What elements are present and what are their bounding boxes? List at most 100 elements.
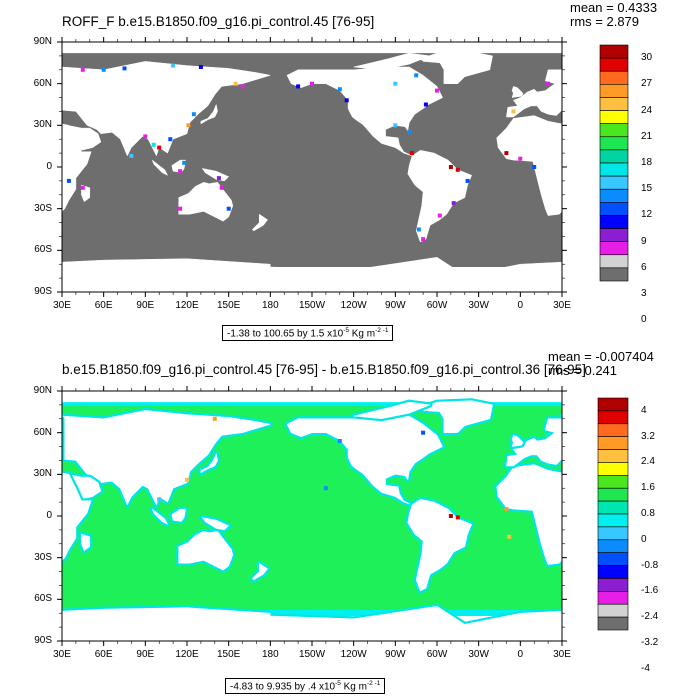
colorbar-swatch bbox=[599, 149, 629, 164]
lon-tick-label: 30E bbox=[553, 649, 571, 660]
runoff-cell bbox=[511, 109, 516, 114]
runoff-cell bbox=[310, 81, 314, 86]
lat-tick-label: 60S bbox=[34, 593, 52, 605]
colorbar-tick-label: 2.4 bbox=[641, 456, 655, 468]
colorbar-swatch bbox=[597, 462, 629, 476]
lon-tick-label: 90E bbox=[136, 649, 155, 660]
diff-cell bbox=[337, 439, 342, 443]
panel1-stats: mean = 0.4333 rms = 2.879 bbox=[570, 1, 657, 29]
lat-tick-label: 30S bbox=[34, 551, 52, 563]
lat-tick-label: 90S bbox=[34, 635, 52, 646]
land-shape bbox=[62, 607, 271, 641]
runoff-cell bbox=[437, 213, 442, 218]
panel1-mean: mean = 0.4333 bbox=[570, 0, 658, 15]
colorbar-tick-label: 6 bbox=[641, 261, 647, 273]
lon-tick-label: 120W bbox=[340, 649, 367, 660]
colorbar-tick-label: 0.8 bbox=[641, 508, 655, 519]
colorbar-tick-label: -1.6 bbox=[641, 585, 659, 597]
land-australia bbox=[178, 182, 234, 222]
runoff-cell bbox=[80, 67, 85, 72]
land-shape bbox=[81, 533, 91, 552]
colorbar-swatch bbox=[597, 436, 629, 450]
colorbar-swatch bbox=[599, 254, 629, 269]
land-shape bbox=[568, 125, 601, 150]
runoff-cell bbox=[186, 123, 191, 128]
land-madagascar bbox=[78, 531, 93, 554]
runoff-cell bbox=[240, 84, 245, 89]
land-northamerica bbox=[286, 66, 443, 157]
land-nz bbox=[251, 213, 268, 232]
lat-tick-label: 30N bbox=[33, 468, 52, 480]
diff-cell bbox=[455, 515, 460, 520]
lon-tick-label: 30E bbox=[53, 649, 71, 660]
land-shape bbox=[178, 182, 234, 222]
land-africa bbox=[62, 462, 562, 568]
lon-tick-label: 30E bbox=[553, 300, 571, 311]
colorbar-tick-label: 24 bbox=[641, 104, 653, 116]
lon-tick-label: 90E bbox=[136, 300, 155, 311]
runoff-cell bbox=[182, 160, 187, 165]
land-africa bbox=[62, 115, 562, 216]
land-shape bbox=[561, 415, 562, 460]
panel2-stats: mean = -0.007404 rms = 0.241 bbox=[548, 350, 654, 378]
lon-tick-label: 30W bbox=[468, 300, 489, 311]
lat-tick-label: 30N bbox=[33, 119, 52, 131]
land-shape bbox=[171, 159, 186, 173]
runoff-cell bbox=[198, 65, 203, 69]
runoff-cell bbox=[143, 134, 148, 139]
land-newguinea bbox=[201, 168, 230, 182]
colorbar-swatch bbox=[599, 57, 629, 72]
land-shape bbox=[62, 123, 92, 212]
diff-cell bbox=[448, 514, 453, 518]
panel2-mean: mean = -0.007404 bbox=[548, 349, 654, 364]
runoff-cell bbox=[421, 237, 426, 242]
diff-cell bbox=[421, 430, 426, 435]
runoff-cell bbox=[393, 123, 398, 128]
colorbar-swatch bbox=[599, 188, 629, 203]
lat-tick-label: 60S bbox=[34, 244, 52, 256]
runoff-cell bbox=[416, 227, 421, 232]
lon-tick-label: 60W bbox=[426, 300, 448, 311]
land-antarctica bbox=[62, 603, 562, 641]
colorbar-swatch bbox=[599, 228, 629, 242]
runoff-cell bbox=[337, 87, 342, 92]
land-borneo bbox=[169, 506, 686, 525]
runoff-cell bbox=[216, 176, 221, 181]
coastal-fringe bbox=[12, 435, 23, 446]
land-sumatra bbox=[151, 159, 169, 176]
colorbar-tick-label: 0 bbox=[641, 314, 647, 326]
land-shape bbox=[201, 168, 230, 182]
land-shape bbox=[251, 213, 268, 232]
land-shape bbox=[270, 257, 562, 292]
land-shape bbox=[12, 435, 23, 446]
lat-tick-label: 60N bbox=[33, 77, 52, 89]
runoff-cell bbox=[219, 185, 224, 190]
land-uk bbox=[511, 86, 524, 98]
runoff-cell bbox=[546, 81, 551, 86]
land-antarctica bbox=[62, 257, 562, 292]
land-japan bbox=[200, 103, 218, 125]
runoff-cell bbox=[407, 130, 412, 135]
runoff-cell bbox=[532, 165, 537, 169]
colorbar-tick-label: 21 bbox=[641, 130, 653, 142]
colorbar-swatch bbox=[599, 241, 629, 256]
runoff-cell bbox=[191, 112, 196, 117]
land-shape bbox=[672, 509, 686, 521]
land-shape bbox=[201, 517, 230, 531]
colorbar-tick-label: 3.2 bbox=[641, 430, 655, 442]
runoff-cell bbox=[233, 81, 238, 86]
runoff-cell bbox=[296, 84, 301, 89]
land-shape bbox=[353, 401, 432, 420]
coastal-fringe bbox=[559, 413, 562, 462]
colorbar-tick-label: 15 bbox=[641, 183, 653, 195]
runoff-cell bbox=[393, 81, 398, 86]
lon-tick-label: 150E bbox=[216, 300, 241, 311]
land-shape bbox=[581, 185, 589, 202]
colorbar-swatch bbox=[599, 136, 629, 151]
lon-tick-label: 90W bbox=[385, 649, 406, 660]
colorbar-swatch bbox=[597, 539, 629, 553]
land-japan bbox=[198, 451, 221, 476]
land-sumatra bbox=[149, 506, 171, 527]
diff-cell bbox=[504, 507, 509, 512]
land-nz bbox=[249, 560, 271, 583]
